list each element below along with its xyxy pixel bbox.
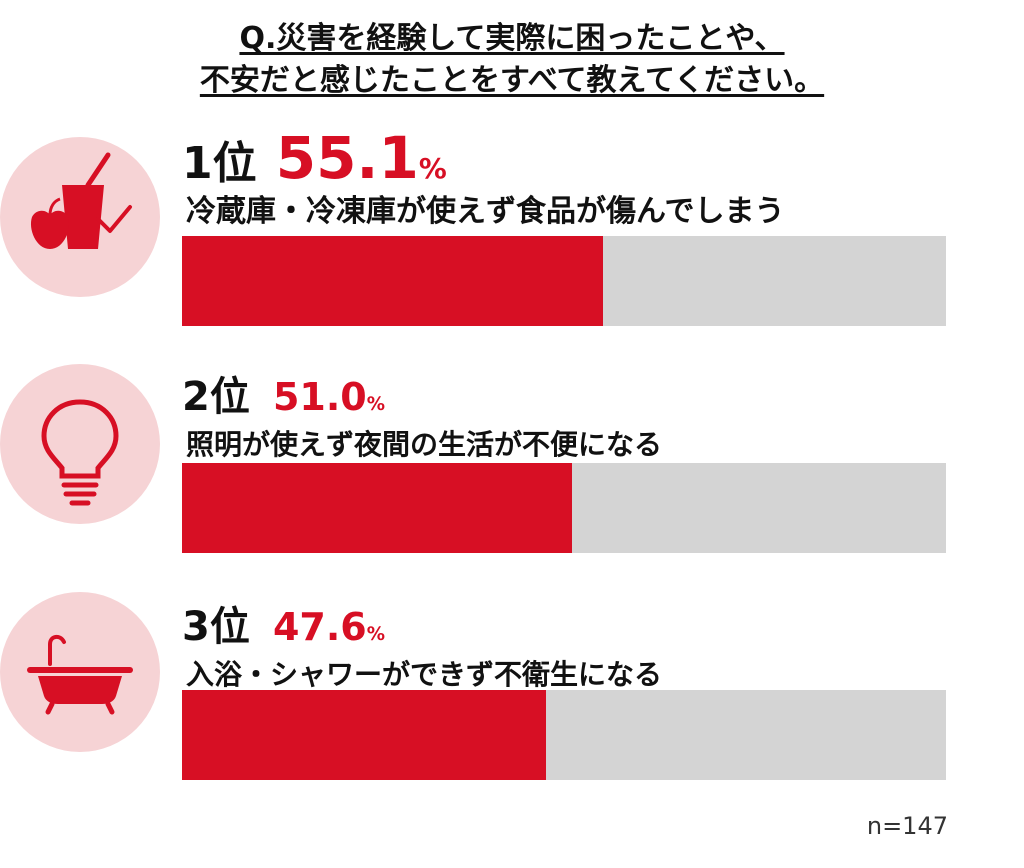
bar xyxy=(182,463,572,553)
percent-number: 47.6 xyxy=(272,605,367,649)
percent-value: 47.6% xyxy=(273,605,385,649)
rank-label: 2位 xyxy=(182,374,250,420)
item-label: 入浴・シャワーができず不衛生になる xyxy=(186,658,663,691)
bathtub-icon xyxy=(0,592,160,752)
percent-symbol: % xyxy=(418,152,447,185)
bar xyxy=(182,236,603,326)
bar-track xyxy=(182,690,946,780)
percent-value: 51.0% xyxy=(273,375,385,419)
rank-line-1: 1位 55.1% xyxy=(182,124,447,192)
item-label: 冷蔵庫・冷凍庫が使えず食品が傷んでしまう xyxy=(186,194,785,229)
rank-label: 3位 xyxy=(182,604,250,650)
title-line-1: Q.災害を経験して実際に困ったことや、 xyxy=(239,21,785,56)
title-line-2: 不安だと感じたことをすべて教えてください。 xyxy=(199,63,825,98)
bar-track xyxy=(182,236,946,326)
bar xyxy=(182,690,546,780)
light-bulb-icon xyxy=(0,364,160,524)
rank-label: 1位 xyxy=(182,138,257,189)
percent-number: 55.1 xyxy=(275,124,419,192)
refrigerator-food-icon xyxy=(0,137,160,297)
percent-number: 51.0 xyxy=(272,375,367,419)
item-label: 照明が使えず夜間の生活が不便になる xyxy=(186,428,663,461)
sample-size-note: n=147 xyxy=(866,812,948,840)
rank-line-2: 2位 51.0% xyxy=(182,364,385,422)
chart-title: Q.災害を経験して実際に困ったことや、 不安だと感じたことをすべて教えてください… xyxy=(0,18,1024,102)
percent-value: 55.1% xyxy=(276,124,447,192)
rank-line-3: 3位 47.6% xyxy=(182,594,385,652)
percent-symbol: % xyxy=(366,624,385,645)
bar-track xyxy=(182,463,946,553)
percent-symbol: % xyxy=(366,394,385,415)
